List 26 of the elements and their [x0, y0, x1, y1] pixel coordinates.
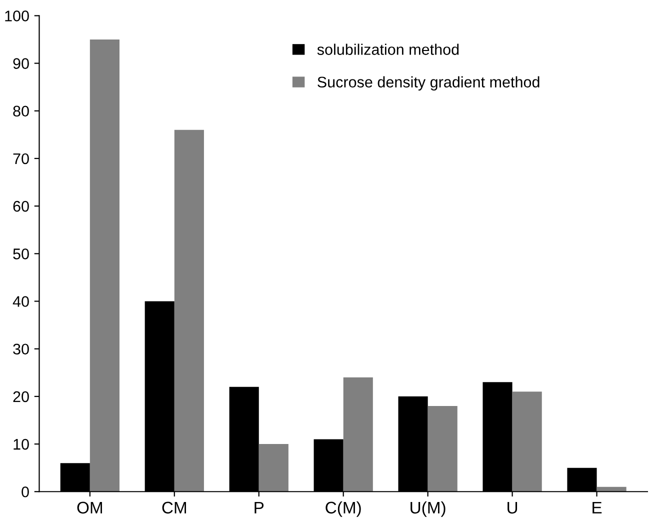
x-tick-label: U(M)	[410, 501, 446, 517]
y-tick-label: 100	[5, 10, 29, 22]
y-tick-label: 0	[22, 486, 29, 498]
y-tick-label: 60	[13, 200, 29, 212]
y-tick-label: 20	[13, 391, 29, 402]
y-tick-label: 90	[13, 58, 29, 69]
y-tick-label: 50	[13, 248, 29, 260]
y-tick-label: 70	[13, 153, 29, 164]
y-tick-label: 30	[13, 344, 29, 355]
bar	[512, 392, 542, 492]
legend-label: solubilization method	[317, 44, 459, 55]
x-tick-label: OM	[77, 502, 102, 514]
x-tick-label: CM	[162, 502, 186, 514]
bar	[258, 444, 288, 492]
x-tick-label: E	[592, 502, 602, 514]
y-tick-label: 10	[14, 438, 29, 450]
x-tick-label: P	[254, 502, 264, 514]
bar	[428, 406, 458, 492]
bar	[343, 377, 373, 492]
x-tick-label: C(M)	[326, 501, 361, 517]
legend-label: Sucrose density gradient method	[318, 76, 540, 91]
y-tick-label: 40	[12, 296, 29, 307]
y-tick-label: 80	[13, 106, 29, 117]
bar	[174, 130, 204, 492]
bar	[90, 39, 120, 492]
x-tick-label: U	[508, 502, 518, 514]
